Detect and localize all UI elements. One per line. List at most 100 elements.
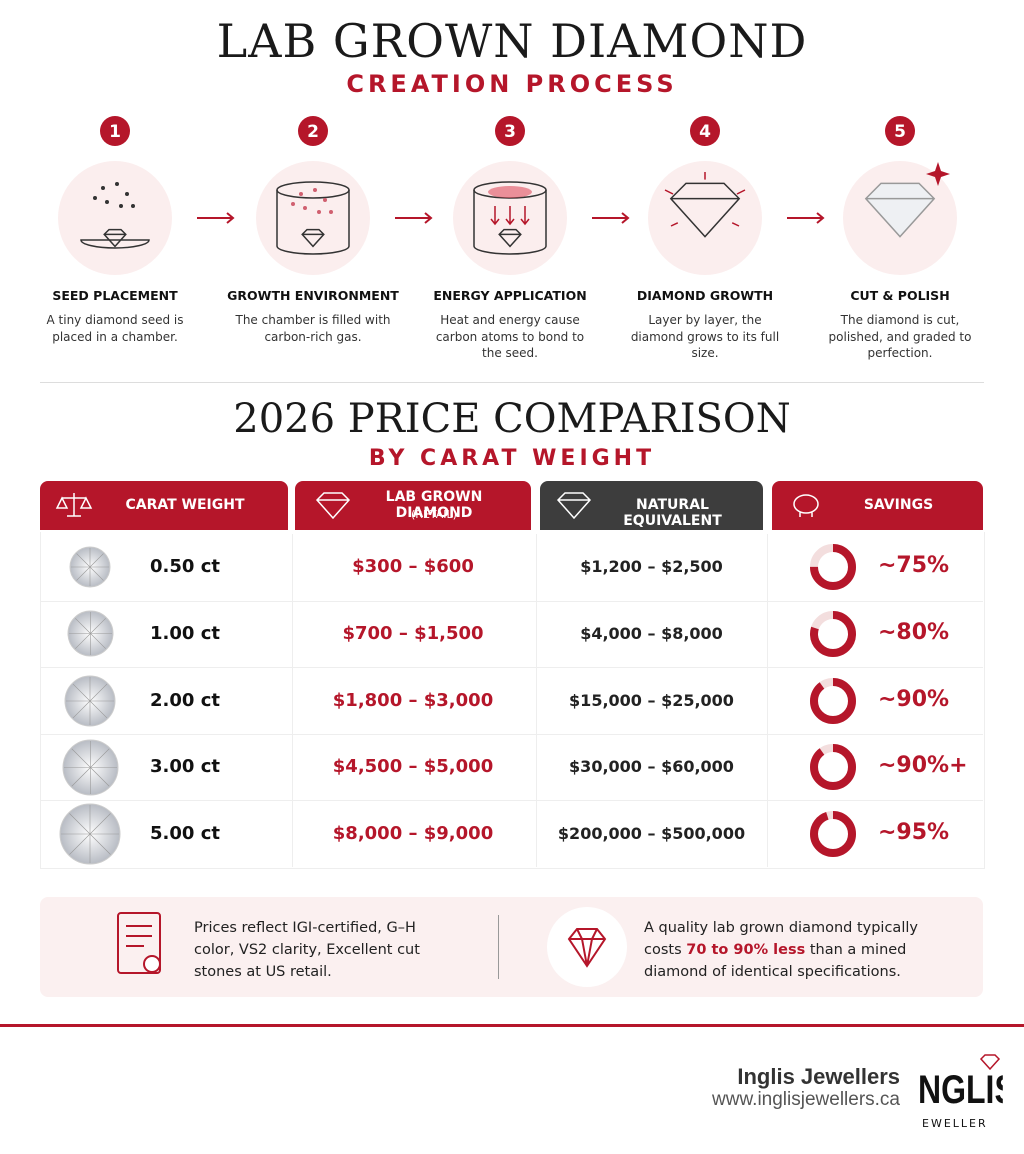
arrow [592, 212, 630, 224]
column-header [295, 481, 531, 530]
step-arrow [592, 212, 630, 224]
energy-arrow [520, 206, 530, 226]
diamond-icon [864, 182, 936, 238]
carbon-dot [291, 202, 295, 206]
column-divider [536, 667, 537, 734]
arrow [197, 212, 235, 224]
facet [72, 700, 91, 718]
header-icon [793, 494, 819, 517]
chamber [276, 190, 350, 255]
step-number: 2 [307, 122, 319, 142]
sparkle-ray [670, 222, 679, 227]
column-divider [536, 600, 537, 668]
natural-price: $1,200 – $2,500 [580, 557, 723, 577]
logo-subtext: EWELLER [922, 1117, 988, 1130]
facet [89, 766, 109, 787]
diamond-photo [62, 739, 118, 796]
diamond-icon [669, 182, 741, 238]
step-title: CUT & POLISH [850, 288, 950, 303]
diamond-icon [103, 228, 127, 248]
step-number: 1 [109, 122, 121, 142]
diamond-photo [64, 675, 116, 726]
column-divider [292, 667, 293, 734]
lab-price: $8,000 – $9,000 [332, 822, 494, 844]
facet [69, 812, 91, 834]
carbon-dot [299, 192, 303, 196]
column-divider [767, 800, 768, 867]
donut-arc [810, 610, 856, 657]
column-divider [292, 600, 293, 668]
column-header [772, 481, 983, 530]
row-divider [40, 667, 983, 669]
carat-weight: 5.00 ct [150, 822, 220, 844]
diamond-photo [69, 546, 111, 588]
step-graphic: 5 [843, 116, 957, 275]
step-icon-bg [58, 161, 172, 275]
sparkle-ray [664, 189, 674, 195]
step-number-badge [495, 116, 525, 146]
chamber [473, 190, 547, 255]
savings-label: ~90% [878, 686, 950, 712]
carbon-dot [105, 200, 109, 204]
note-right: A quality lab grown diamond typically co… [644, 917, 944, 983]
logo-diamond [979, 1054, 1001, 1070]
facet [72, 683, 91, 701]
step-description: The chamber is filled with carbon-rich g… [235, 313, 391, 344]
column-header-label: LAB GROWN DIAMOND [385, 489, 483, 521]
natural-price: $4,000 – $8,000 [580, 623, 723, 643]
column-header-label: CARAT WEIGHT [125, 497, 245, 513]
column-header [40, 481, 288, 530]
notes-box [40, 897, 983, 997]
step-number: 5 [894, 122, 906, 142]
diamond-photo [59, 803, 121, 865]
step-number-badge [690, 116, 720, 146]
column-header-label: SAVINGS [863, 497, 934, 513]
carbon-dot [115, 182, 119, 186]
facet [89, 812, 111, 834]
energy-arrow [490, 206, 500, 226]
diamond-icon [301, 228, 325, 248]
table-body [40, 532, 985, 869]
header-icon-shape [315, 492, 351, 520]
column-divider [292, 534, 293, 601]
lab-price: $4,500 – $5,000 [332, 756, 494, 778]
facet [74, 633, 91, 650]
logo-text: NGLIS [918, 1068, 1003, 1112]
carbon-dot [131, 204, 135, 208]
diamond-badge [547, 907, 627, 987]
donut-arc [810, 677, 856, 724]
step-icon-bg [256, 161, 370, 275]
note-text: A quality lab grown diamond typically co… [644, 920, 918, 958]
savings-label: ~90%+ [878, 753, 968, 779]
donut-arc [810, 744, 856, 791]
carbon-dot [313, 188, 317, 192]
lab-price: $1,800 – $3,000 [332, 689, 494, 711]
main-title: LAB GROWN DIAMOND [216, 14, 808, 68]
carbon-dot [329, 210, 333, 214]
carat-weight: 1.00 ct [150, 622, 220, 644]
price-title: 2026 PRICE COMPARISON [233, 396, 791, 442]
savings-label: ~95% [878, 819, 950, 845]
facet [89, 683, 108, 701]
carbon-dot [93, 196, 97, 200]
dish [80, 239, 150, 249]
step-graphic: 1 [58, 116, 172, 275]
main-subtitle: CREATION PROCESS [346, 70, 678, 98]
step-title: SEED PLACEMENT [52, 288, 178, 303]
donut-arc [810, 544, 856, 591]
header-icon [556, 492, 592, 520]
company-url: www.inglisjewellers.ca [712, 1089, 900, 1110]
column-divider [536, 800, 537, 867]
facet [89, 567, 104, 581]
header-icon [315, 492, 351, 520]
note-left: Prices reflect IGI-certified, G–H color,… [194, 920, 420, 980]
savings-donut [810, 744, 856, 791]
row-divider [40, 733, 983, 735]
savings-label: ~75% [878, 553, 950, 579]
step-number-badge [100, 116, 130, 146]
divider [40, 382, 984, 383]
heat-glow [488, 186, 532, 198]
step-description: A tiny diamond seed is placed in a chamb… [46, 313, 184, 344]
footer-rule [0, 1024, 1024, 1027]
